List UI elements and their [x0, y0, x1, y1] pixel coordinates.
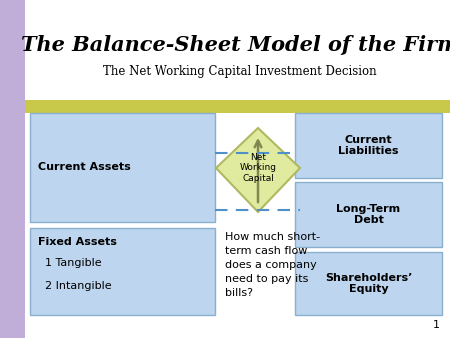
Text: Net
Working
Capital: Net Working Capital: [239, 153, 276, 183]
Text: The Net Working Capital Investment Decision: The Net Working Capital Investment Decis…: [103, 66, 377, 78]
Text: How much short-
term cash flow
does a company
need to pay its
bills?: How much short- term cash flow does a co…: [225, 232, 320, 298]
FancyBboxPatch shape: [30, 113, 215, 222]
FancyBboxPatch shape: [295, 113, 442, 178]
Text: Long-Term
Debt: Long-Term Debt: [337, 204, 400, 225]
FancyBboxPatch shape: [0, 0, 25, 338]
FancyBboxPatch shape: [30, 228, 215, 315]
Polygon shape: [216, 128, 300, 212]
Text: Current Assets: Current Assets: [38, 163, 131, 172]
FancyBboxPatch shape: [295, 252, 442, 315]
Text: Current
Liabilities: Current Liabilities: [338, 135, 399, 156]
FancyBboxPatch shape: [25, 100, 450, 113]
Text: 2 Intangible: 2 Intangible: [45, 281, 112, 291]
Text: 1 Tangible: 1 Tangible: [45, 258, 102, 268]
Text: Shareholders’
Equity: Shareholders’ Equity: [325, 273, 412, 294]
Text: The Balance-Sheet Model of the Firm: The Balance-Sheet Model of the Firm: [21, 35, 450, 55]
FancyBboxPatch shape: [295, 182, 442, 247]
Text: 1: 1: [433, 320, 440, 330]
Text: Fixed Assets: Fixed Assets: [38, 237, 117, 247]
